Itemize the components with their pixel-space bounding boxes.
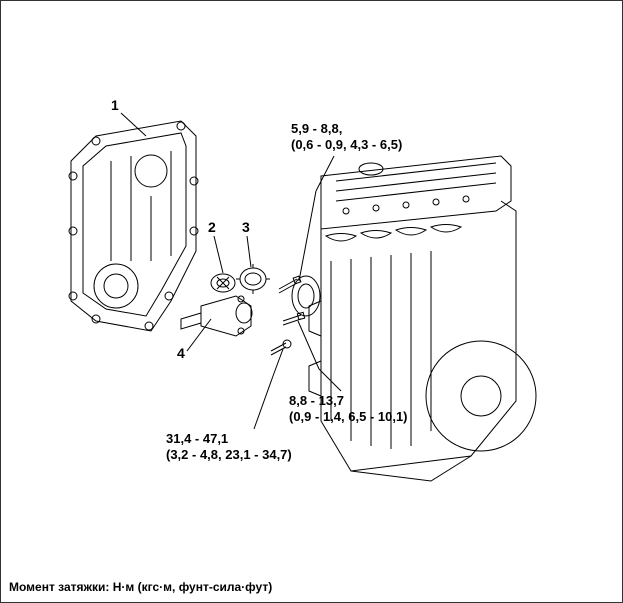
callout-4: 4 [177, 345, 185, 361]
timing-cover-outline [69, 121, 198, 331]
bolt-lower [271, 340, 291, 355]
part-2-thermostat [211, 274, 235, 292]
diagram-container: 1 2 3 4 5,9 - 8,8, (0,6 - 0,9, 4,3 - 6,5… [0, 0, 623, 603]
torque-label-2: 8,8 - 13,7 (0,9 - 1,4, 6,5 - 10,1) [289, 393, 408, 426]
torque-label-1: 5,9 - 8,8, (0,6 - 0,9, 4,3 - 6,5) [291, 121, 402, 154]
part-4-housing [181, 296, 252, 336]
callout-3: 3 [242, 219, 250, 235]
torque-label-3: 31,4 - 47,1 (3,2 - 4,8, 23,1 - 34,7) [166, 431, 292, 464]
engine-block-outline [292, 156, 536, 481]
callout-2: 2 [208, 219, 216, 235]
part-3-gasket [236, 264, 270, 294]
diagram-svg [1, 1, 623, 603]
footer-note: Момент затяжки: Н·м (кгс·м, фунт-сила·фу… [9, 580, 272, 594]
callout-1: 1 [111, 97, 119, 113]
leader-lines [121, 113, 341, 429]
